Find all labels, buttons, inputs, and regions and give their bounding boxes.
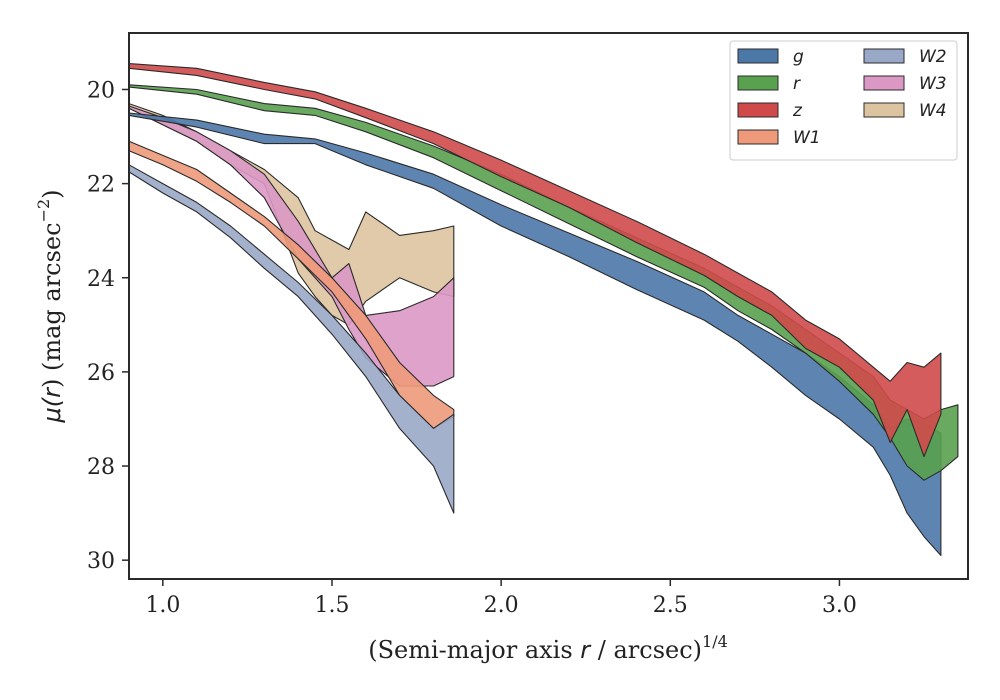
y-tick-label: 28 — [87, 455, 115, 480]
legend-box — [729, 40, 958, 161]
x-tick-label: 3.0 — [822, 593, 857, 618]
legend-label-g: g — [793, 47, 804, 67]
legend-swatch-g — [737, 48, 779, 64]
legend-swatch-w1 — [737, 129, 779, 145]
x-tick-label: 2.5 — [653, 593, 688, 618]
legend-label-w4: W4 — [919, 101, 947, 121]
x-tick-label: 1.5 — [314, 593, 349, 618]
y-tick-label: 20 — [87, 78, 115, 103]
y-tick-label: 30 — [87, 549, 115, 574]
legend-label-w2: W2 — [919, 47, 947, 67]
bands-layer — [128, 63, 959, 557]
legend-swatch-w3 — [863, 75, 905, 91]
legend-swatch-z — [737, 102, 779, 118]
legend-label-w1: W1 — [793, 128, 821, 148]
legend-label-r: r — [793, 74, 801, 94]
ticks-layer: 1.0 1.5 2.0 2.5 3.0 20 22 24 26 28 30 — [87, 78, 857, 618]
y-axis-label: μ(r) (mag arcsec−2) — [34, 189, 66, 423]
y-tick-label: 26 — [87, 361, 115, 386]
band-w2 — [128, 164, 455, 514]
legend-label-z: z — [792, 101, 803, 121]
legend-swatch-r — [737, 75, 779, 91]
x-tick-label: 1.0 — [145, 593, 180, 618]
legend-label-w3: W3 — [919, 74, 947, 94]
x-tick-label: 2.0 — [484, 593, 519, 618]
y-tick-label: 22 — [87, 173, 115, 198]
legend-swatch-w2 — [863, 48, 905, 64]
legend-swatch-w4 — [863, 102, 905, 118]
plot-frame — [128, 32, 969, 580]
band-g — [128, 112, 942, 557]
legend: grz W1 W2 W3 W4 — [729, 40, 958, 161]
band-z — [128, 63, 942, 458]
y-tick-label: 24 — [87, 267, 115, 292]
x-axis-label: (Semi-major axis r / arcsec)1/4 — [368, 632, 728, 664]
